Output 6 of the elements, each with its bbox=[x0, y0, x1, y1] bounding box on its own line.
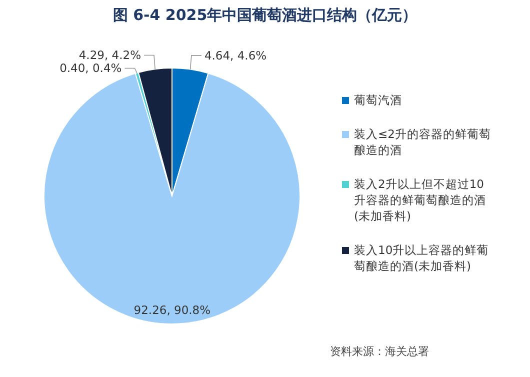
legend-label: 装入≤2升的容器的鲜葡萄酿造的酒 bbox=[354, 126, 492, 158]
legend-label: 装入10升以上容器的鲜葡萄酿造的酒(未加香料) bbox=[354, 242, 490, 274]
title: 图 6-4 2025年中国葡萄酒进口结构（亿元） bbox=[112, 6, 418, 25]
annotation: 资料来源：海关总署 bbox=[330, 344, 429, 359]
legend-label: 装入2升以上但不超过10升容器的鲜葡萄酿造的酒(未加香料) bbox=[354, 176, 487, 224]
legend-label: 葡萄汽酒 bbox=[354, 92, 402, 108]
